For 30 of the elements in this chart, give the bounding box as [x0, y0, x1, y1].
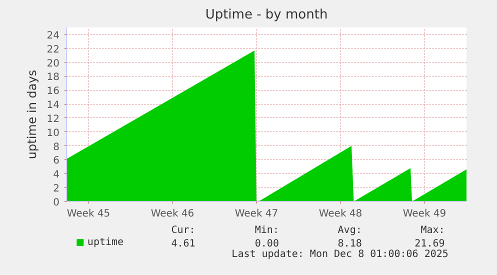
x-tick-label: Week 47 — [234, 208, 278, 220]
y-tick-label: 8 — [53, 142, 60, 153]
y-axis-title: uptime in days — [24, 70, 39, 160]
y-tick-label: 4 — [53, 170, 60, 181]
x-tick-label: Week 48 — [318, 208, 362, 220]
x-tick-label: Week 49 — [402, 208, 446, 220]
y-tick-label: 14 — [46, 100, 60, 112]
text: Avg: — [338, 225, 362, 236]
text: Max: — [420, 225, 445, 236]
text: Cur: — [171, 225, 196, 236]
y-tick-label: 6 — [53, 156, 60, 167]
x-tick-label: Week 45 — [66, 208, 110, 220]
x-tick-label: Week 46 — [150, 208, 194, 220]
y-tick-label: 18 — [46, 72, 60, 84]
text: 0.00 — [254, 238, 279, 250]
y-tick-label: 24 — [46, 30, 60, 42]
chart-title: Uptime - by month — [205, 8, 328, 22]
y-tick-label: 10 — [46, 128, 60, 139]
text: Last update: Mon Dec 8 01:00:06 2025 — [232, 249, 448, 260]
y-tick-label: 12 — [46, 114, 60, 125]
y-tick-label: 20 — [46, 58, 60, 70]
text: Min: — [254, 225, 279, 236]
legend-label: uptime — [87, 237, 124, 248]
y-tick-label: 2 — [53, 184, 60, 195]
y-tick-label: 22 — [46, 44, 60, 56]
y-tick-label: 0 — [53, 198, 60, 208]
y-tick-label: 16 — [46, 86, 60, 98]
text: 4.61 — [171, 238, 196, 250]
text: 8.18 — [338, 238, 362, 250]
text: 21.69 — [414, 238, 445, 250]
